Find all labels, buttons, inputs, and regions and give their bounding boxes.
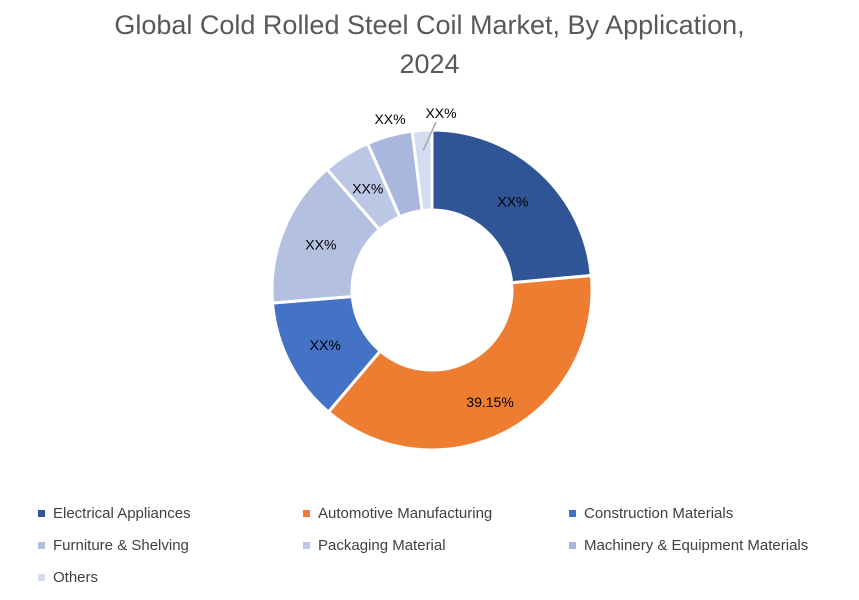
legend-item: Machinery & Equipment Materials (569, 537, 808, 554)
legend-swatch (303, 542, 310, 549)
legend-swatch (303, 510, 310, 517)
chart-title-line-2: 2024 (399, 49, 460, 79)
legend-swatch (38, 510, 45, 517)
donut-slice (410, 128, 434, 213)
legend-label: Others (53, 569, 99, 586)
legend-swatch (569, 510, 576, 517)
donut-slice (326, 273, 594, 452)
legend-label: Automotive Manufacturing (318, 505, 493, 522)
legend-item: Packaging Material (303, 537, 446, 554)
legend-item: Furniture & Shelving (38, 537, 189, 554)
legend-swatch (38, 574, 45, 581)
slice-data-label: XX% (310, 337, 341, 353)
legend-label: Packaging Material (318, 537, 446, 554)
legend-item: Construction Materials (569, 505, 733, 522)
legend-item: Others (38, 569, 98, 586)
legend-label: Electrical Appliances (53, 505, 191, 522)
legend-item: Electrical Appliances (38, 505, 191, 522)
legend-label: Construction Materials (584, 505, 734, 522)
legend-label: Machinery & Equipment Materials (584, 537, 809, 554)
chart-title-line-1: Global Cold Rolled Steel Coil Market, By… (114, 10, 745, 40)
legend-swatch (38, 542, 45, 549)
slice-data-label: XX% (425, 105, 456, 121)
slice-data-label: XX% (374, 111, 405, 127)
legend-swatch (569, 542, 576, 549)
slice-data-label: XX% (305, 237, 336, 253)
legend-item: Automotive Manufacturing (303, 505, 492, 522)
donut-slice (430, 128, 593, 285)
slice-data-label: 39.15% (466, 394, 513, 410)
slice-data-label: XX% (352, 181, 383, 197)
leader-line (422, 121, 437, 151)
chart-title: Global Cold Rolled Steel Coil Market, By… (0, 6, 859, 84)
slice-data-label: XX% (497, 193, 528, 209)
legend-label: Furniture & Shelving (53, 537, 189, 554)
